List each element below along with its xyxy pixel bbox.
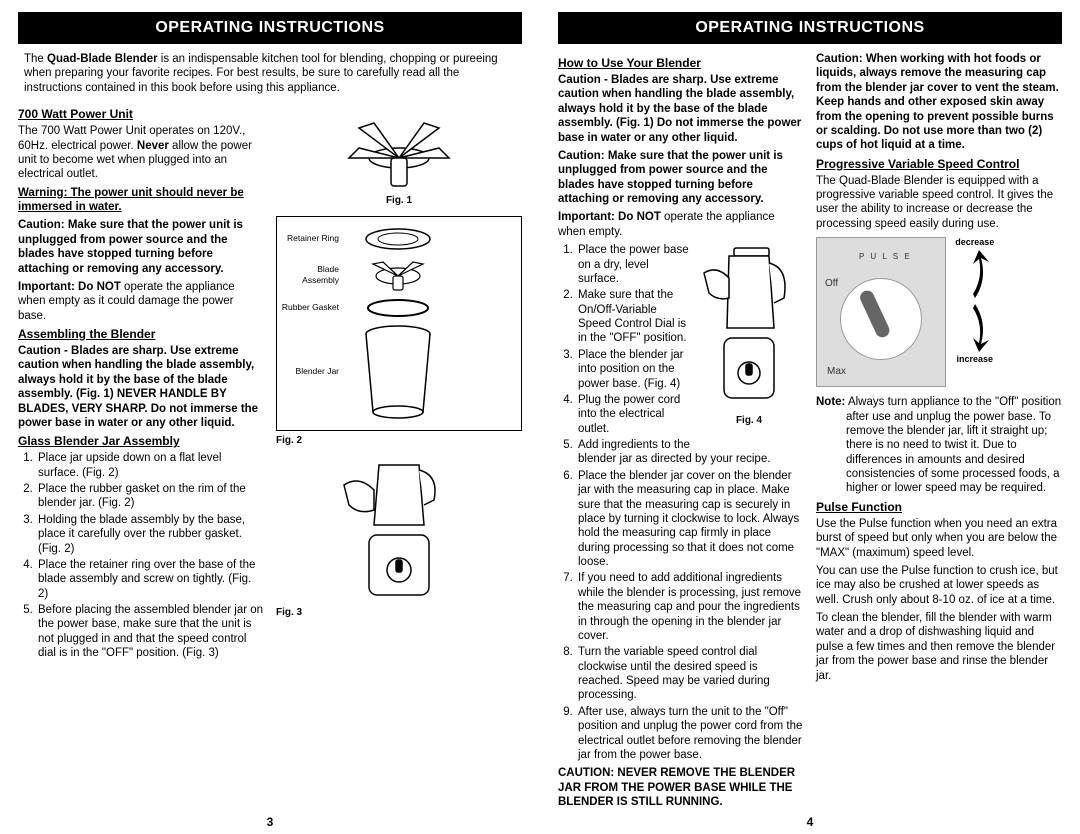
right-col-2: Caution: When working with hot foods or …: [816, 52, 1062, 813]
manual-page-4: OPERATING INSTRUCTIONS How to Use Your B…: [540, 0, 1080, 834]
decrease-label: decrease: [955, 237, 994, 247]
pulse-p3: To clean the blender, fill the blender w…: [816, 611, 1062, 683]
note-text: Note: Always turn appliance to the "Off"…: [816, 395, 1062, 496]
left-figure-column: Fig. 1 Retainer Ring Blade Assembly Rubb…: [276, 103, 522, 664]
fig1-caption: Fig. 1: [276, 195, 522, 208]
assembling-caution: Caution - Blades are sharp. Use extreme …: [18, 344, 264, 430]
decrease-arrow-icon: [961, 250, 989, 300]
intro-a: The: [24, 53, 47, 65]
fig3-base-icon: [324, 455, 474, 605]
power-unit-caution: Caution: Make sure that the power unit i…: [18, 218, 264, 276]
jar-icon: [343, 322, 433, 422]
intro-text: The Quad-Blade Blender is an indispensab…: [24, 52, 516, 95]
fig2-box: Retainer Ring Blade Assembly Rubber Gask…: [276, 216, 522, 431]
pulse-p2: You can use the Pulse function to crush …: [816, 564, 1062, 607]
how-to-use-head: How to Use Your Blender: [558, 56, 804, 71]
fig4-caption: Fig. 4: [694, 415, 804, 428]
pulse-head: Pulse Function: [816, 500, 1062, 515]
speed-control-body: The Quad-Blade Blender is equipped with …: [816, 174, 1062, 232]
dial-label-max: Max: [827, 366, 846, 379]
list-item: Place the blender jar cover on the blend…: [576, 469, 804, 570]
left-text-column: 700 Watt Power Unit The 700 Watt Power U…: [18, 103, 264, 664]
intro-b: Quad-Blade Blender: [47, 53, 158, 65]
fig4-container: Fig. 4: [694, 243, 804, 435]
dial-icon: P U L S E Off Max: [816, 237, 946, 387]
fig2-caption: Fig. 2: [276, 435, 522, 448]
label-retainer-ring: Retainer Ring: [279, 233, 339, 244]
page-title: OPERATING INSTRUCTIONS: [18, 12, 522, 44]
manual-page-3: OPERATING INSTRUCTIONS The Quad-Blade Bl…: [0, 0, 540, 834]
how-to-caution2: Caution: Make sure that the power unit i…: [558, 149, 804, 207]
list-item: Place jar upside down on a flat level su…: [36, 451, 264, 480]
hot-foods-caution: Caution: When working with hot foods or …: [816, 52, 1062, 153]
list-item: After use, always turn the unit to the "…: [576, 705, 804, 763]
note-body: Always turn appliance to the "Off" posit…: [846, 396, 1061, 494]
note-label: Note:: [816, 396, 845, 408]
label-blade-assembly: Blade Assembly: [279, 264, 339, 285]
power-unit-important: Important: Do NOT operate the appliance …: [18, 280, 264, 323]
gasket-icon: [343, 297, 433, 319]
right-col-1: How to Use Your Blender Caution - Blades…: [558, 52, 804, 813]
power-unit-head: 700 Watt Power Unit: [18, 107, 264, 122]
fig3-caption: Fig. 3: [276, 607, 522, 620]
list-item: Holding the blade assembly by the base, …: [36, 513, 264, 556]
label-rubber-gasket: Rubber Gasket: [279, 302, 339, 313]
assembling-head: Assembling the Blender: [18, 327, 264, 342]
speed-control-head: Progressive Variable Speed Control: [816, 157, 1062, 172]
retainer-ring-icon: [343, 225, 433, 253]
jar-assembly-head: Glass Blender Jar Assembly: [18, 434, 264, 449]
power-unit-p1: The 700 Watt Power Unit operates on 120V…: [18, 124, 264, 182]
list-item: Before placing the assembled blender jar…: [36, 603, 264, 661]
dial-figure: P U L S E Off Max decrease increase: [816, 237, 1062, 387]
dial-label-pulse: P U L S E: [859, 252, 912, 262]
jar-assembly-list: Place jar upside down on a flat level su…: [18, 451, 264, 660]
fig4-blender-icon: [699, 243, 799, 408]
page-number: 4: [807, 815, 814, 830]
list-item: Turn the variable speed control dial clo…: [576, 645, 804, 703]
fig1-blade-icon: [319, 103, 479, 193]
dial-label-off: Off: [825, 278, 838, 291]
increase-label: increase: [956, 354, 993, 364]
pulse-p1: Use the Pulse function when you need an …: [816, 517, 1062, 560]
dial-arrows: decrease increase: [955, 237, 994, 366]
how-to-important: Important: Do NOT operate the appliance …: [558, 210, 804, 239]
running-caution: CAUTION: NEVER REMOVE THE BLENDER JAR FR…: [558, 766, 804, 809]
list-item: Place the rubber gasket on the rim of th…: [36, 482, 264, 511]
page-number: 3: [267, 815, 274, 830]
list-item: Place the retainer ring over the base of…: [36, 558, 264, 601]
increase-arrow-icon: [961, 302, 989, 352]
label-blender-jar: Blender Jar: [279, 366, 339, 377]
page-title: OPERATING INSTRUCTIONS: [558, 12, 1062, 44]
list-item: Add ingredients to the blender jar as di…: [576, 438, 804, 467]
list-item: If you need to add additional ingredient…: [576, 571, 804, 643]
power-unit-warning: Warning: The power unit should never be …: [18, 186, 264, 215]
blade-assembly-icon: [343, 256, 433, 294]
how-to-caution1: Caution - Blades are sharp. Use extreme …: [558, 73, 804, 145]
